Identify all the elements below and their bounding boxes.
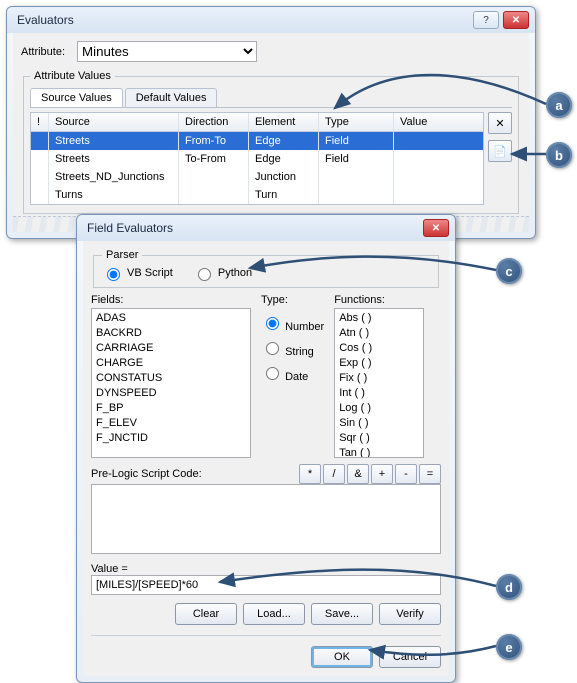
col-element[interactable]: Element <box>249 113 319 131</box>
type-string-radio[interactable] <box>266 342 279 355</box>
tab-source-values[interactable]: Source Values <box>30 88 123 107</box>
list-item[interactable]: Tan ( ) <box>339 446 419 458</box>
properties-icon: 📄 <box>493 145 507 158</box>
col-direction[interactable]: Direction <box>179 113 249 131</box>
type-label: Type: <box>261 294 324 306</box>
parser-vbscript[interactable]: VB Script <box>102 265 173 281</box>
callout-a: a <box>546 92 572 118</box>
value-input[interactable] <box>91 575 441 595</box>
callout-e: e <box>496 634 522 660</box>
tabs: Source Values Default Values <box>30 88 512 108</box>
save-button[interactable]: Save... <box>311 603 373 625</box>
x-icon: ✕ <box>495 117 504 130</box>
grid-header: ! Source Direction Element Type Value <box>31 113 483 132</box>
table-row[interactable]: Streets_ND_JunctionsJunction <box>31 168 483 186</box>
properties-button[interactable]: 📄 <box>488 140 512 162</box>
help-button[interactable]: ? <box>473 11 499 29</box>
fields-listbox[interactable]: ADASBACKRDCARRIAGECHARGECONSTATUSDYNSPEE… <box>91 308 251 458</box>
list-item[interactable]: ADAS <box>96 311 246 326</box>
fields-label: Fields: <box>91 294 251 306</box>
list-item[interactable]: Cos ( ) <box>339 341 419 356</box>
parser-python[interactable]: Python <box>193 265 252 281</box>
prelogic-label: Pre-Logic Script Code: <box>91 468 202 480</box>
col-type[interactable]: Type <box>319 113 394 131</box>
callout-b: b <box>546 142 572 168</box>
close-button[interactable]: ✕ <box>423 219 449 237</box>
operator-button[interactable]: = <box>419 464 441 484</box>
list-item[interactable]: CONSTATUS <box>96 371 246 386</box>
list-item[interactable]: Sin ( ) <box>339 416 419 431</box>
operator-button[interactable]: - <box>395 464 417 484</box>
parser-python-radio[interactable] <box>198 268 211 281</box>
functions-label: Functions: <box>334 294 424 306</box>
parser-vbscript-radio[interactable] <box>107 268 120 281</box>
list-item[interactable]: F_JNCTID <box>96 431 246 446</box>
field-evaluators-window: Field Evaluators ✕ Parser VB Script Pyth… <box>76 214 456 683</box>
verify-button[interactable]: Verify <box>379 603 441 625</box>
field-evaluators-titlebar: Field Evaluators ✕ <box>77 215 455 241</box>
list-item[interactable]: Int ( ) <box>339 386 419 401</box>
operator-button[interactable]: * <box>299 464 321 484</box>
evaluators-window: Evaluators ? ✕ Attribute: Minutes Attrib… <box>6 6 536 239</box>
tab-default-values[interactable]: Default Values <box>125 88 218 107</box>
type-date-radio[interactable] <box>266 367 279 380</box>
operator-button[interactable]: & <box>347 464 369 484</box>
attribute-select[interactable]: Minutes <box>77 41 257 62</box>
callout-c: c <box>496 258 522 284</box>
col-source[interactable]: Source <box>49 113 179 131</box>
type-string[interactable]: String <box>261 339 324 358</box>
source-grid: ! Source Direction Element Type Value St… <box>30 112 484 205</box>
value-label: Value = <box>91 563 128 575</box>
list-item[interactable]: Abs ( ) <box>339 311 419 326</box>
type-number-radio[interactable] <box>266 317 279 330</box>
list-item[interactable]: F_ELEV <box>96 416 246 431</box>
parser-legend: Parser <box>102 249 142 261</box>
attribute-values-group: Attribute Values Source Values Default V… <box>23 70 519 214</box>
list-item[interactable]: Fix ( ) <box>339 371 419 386</box>
operator-buttons: */&+-= <box>299 464 441 484</box>
evaluators-body: Attribute: Minutes Attribute Values Sour… <box>13 33 529 232</box>
list-item[interactable]: Log ( ) <box>339 401 419 416</box>
load-button[interactable]: Load... <box>243 603 305 625</box>
list-item[interactable]: Exp ( ) <box>339 356 419 371</box>
table-row[interactable]: StreetsTo-FromEdgeField <box>31 150 483 168</box>
remove-evaluator-button[interactable]: ✕ <box>488 112 512 134</box>
parser-group: Parser VB Script Python <box>93 249 439 288</box>
evaluators-title: Evaluators <box>17 13 74 27</box>
col-bang[interactable]: ! <box>31 113 49 131</box>
grid-side-buttons: ✕ 📄 <box>488 112 512 205</box>
table-row[interactable]: StreetsFrom-ToEdgeField <box>31 132 483 150</box>
list-item[interactable]: CARRIAGE <box>96 341 246 356</box>
prelogic-textarea[interactable] <box>91 484 441 554</box>
operator-button[interactable]: / <box>323 464 345 484</box>
list-item[interactable]: DYNSPEED <box>96 386 246 401</box>
operator-button[interactable]: + <box>371 464 393 484</box>
field-evaluators-body: Parser VB Script Python Fields: ADASBACK… <box>83 241 449 676</box>
list-item[interactable]: Atn ( ) <box>339 326 419 341</box>
clear-button[interactable]: Clear <box>175 603 237 625</box>
ok-button[interactable]: OK <box>311 646 373 668</box>
type-date[interactable]: Date <box>261 364 324 383</box>
list-item[interactable]: Sqr ( ) <box>339 431 419 446</box>
callout-d: d <box>496 574 522 600</box>
attribute-values-legend: Attribute Values <box>30 70 115 82</box>
functions-listbox[interactable]: Abs ( )Atn ( )Cos ( )Exp ( )Fix ( )Int (… <box>334 308 424 458</box>
list-item[interactable]: BACKRD <box>96 326 246 341</box>
list-item[interactable]: CHARGE <box>96 356 246 371</box>
field-evaluators-title: Field Evaluators <box>87 221 173 235</box>
window-buttons: ✕ <box>423 219 449 237</box>
list-item[interactable]: F_BP <box>96 401 246 416</box>
cancel-button[interactable]: Cancel <box>379 646 441 668</box>
attribute-label: Attribute: <box>21 46 65 58</box>
table-row[interactable]: TurnsTurn <box>31 186 483 204</box>
close-button[interactable]: ✕ <box>503 11 529 29</box>
type-number[interactable]: Number <box>261 314 324 333</box>
window-buttons: ? ✕ <box>473 11 529 29</box>
col-value[interactable]: Value <box>394 113 483 131</box>
evaluators-titlebar: Evaluators ? ✕ <box>7 7 535 33</box>
